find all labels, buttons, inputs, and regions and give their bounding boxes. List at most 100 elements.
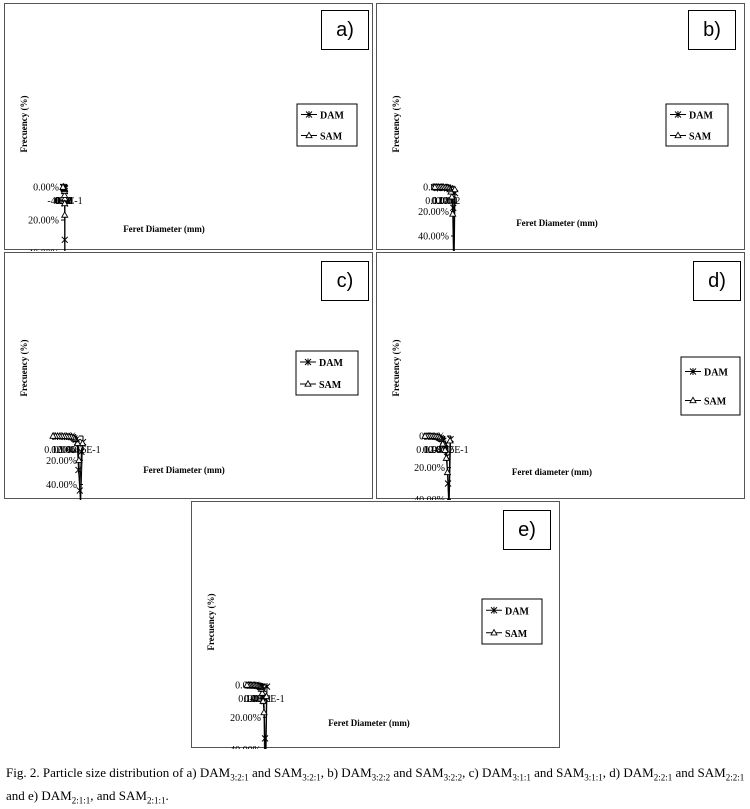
chart-d-y-axis-label: Frecuency (%): [391, 339, 401, 396]
caption-subscript: 2:2:1: [653, 772, 673, 783]
chart-d-point-sam: [447, 498, 450, 500]
chart-e-point-dam: [261, 734, 269, 742]
chart-c-point-sam: [78, 439, 87, 446]
chart-c-point-sam: [49, 431, 57, 439]
chart-b-x-tick-label: 0.12: [425, 196, 443, 207]
chart-d-y-tick-label: 40.00%: [414, 495, 445, 500]
chart-c-x-tick-label: 0.12: [44, 445, 62, 456]
chart-a-y-axis-label: Frecuency (%): [19, 95, 29, 152]
chart-c-point-dam: [75, 466, 82, 474]
chart-c-y-tick-label: 20.00%: [46, 456, 77, 467]
chart-a-legend-box: [296, 103, 358, 147]
chart-c-x-tick-label: 0.02: [67, 445, 85, 456]
chart-d-legend-label: SAM: [704, 397, 727, 408]
chart-c-point-dam: [78, 448, 85, 456]
chart-d-x-tick-label: 0.12: [416, 445, 434, 456]
chart-b-legend-marker: [674, 131, 682, 139]
chart-d-point-sam: [446, 436, 454, 444]
chart-d-x-tick-label: 0.04: [432, 445, 450, 456]
caption-subscript: 3:2:1: [302, 772, 321, 783]
chart-b-point-sam: [448, 209, 457, 217]
chart-b-x-tick-label: 0.06: [436, 196, 454, 207]
caption-text: .: [165, 787, 169, 803]
chart-c-legend-label: SAM: [319, 380, 342, 391]
caption-text: and SAM: [248, 765, 303, 780]
chart-c-x-tick-label: 0.08: [53, 445, 71, 456]
chart-c-point-sam: [75, 456, 83, 463]
chart-panel-c: 0.00%20.00%40.00%60.00%80.00%-4.16E-10.0…: [4, 252, 373, 500]
caption-text: , and SAM: [90, 787, 147, 803]
caption-subscript: 3:1:1: [512, 772, 531, 783]
chart-b-x-tick-label: 0.08: [432, 196, 450, 207]
panel-label-c: c): [321, 261, 369, 301]
chart-d-point-sam: [443, 468, 452, 476]
chart-b-point-sam: [448, 192, 456, 200]
chart-panel-e: 0.00%20.00%40.00%60.00%-4.16E-10.020.040…: [191, 501, 560, 749]
chart-c-x-tick-label: 0.04: [62, 445, 80, 456]
chart-d-point-sam: [442, 454, 451, 461]
chart-e-x-axis-label: Feret Diameter (mm): [328, 718, 410, 728]
chart-panel-d: 0.00%20.00%40.00%60.00%-4.16E-10.020.040…: [376, 252, 745, 500]
chart-e-x-tick-label: 0.06: [247, 694, 265, 705]
panel-label-a: a): [321, 10, 369, 50]
chart-c-legend-box: [295, 350, 359, 396]
chart-c-legend: DAM SAM: [295, 350, 359, 396]
chart-b-legend-box: [665, 103, 729, 147]
chart-c-series-sam: [49, 431, 87, 500]
chart-d-legend-marker: [689, 368, 697, 375]
figure-caption: Fig. 2. Particle size distribution of a)…: [6, 764, 746, 809]
chart-d-x-tick-label: -4.16E-1: [433, 445, 468, 456]
caption-text: , b) DAM: [320, 765, 372, 780]
chart-e-x-tick-label: 0.04: [250, 694, 268, 705]
chart-e-legend-marker: [490, 606, 498, 614]
chart-a-point-sam: [60, 199, 69, 207]
chart-a-svg: 0.00%20.00%40.00%60.00%-4.16E-10.020.040…: [19, 95, 358, 251]
chart-d-x-tick-label: 0.08: [424, 445, 442, 456]
chart-e-point-sam: [258, 688, 267, 696]
chart-a-x-axis-label: Feret Diameter (mm): [123, 224, 205, 234]
panel-label-e: e): [503, 510, 551, 550]
caption-text: and SAM: [672, 765, 726, 780]
chart-e-legend-label: SAM: [505, 629, 528, 640]
chart-d-x-tick-label: 0.1: [423, 445, 436, 456]
chart-e-x-tick-label: 0.12: [238, 694, 256, 705]
chart-c-point-sam: [73, 439, 82, 446]
chart-panel-b: 0.00%20.00%40.00%60.00%80.00%00.020.040.…: [376, 3, 745, 251]
chart-e-y-tick-label: 40.00%: [230, 745, 261, 749]
chart-b-point-sam: [431, 182, 439, 190]
chart-c-x-tick-label: 0.06: [58, 445, 76, 456]
chart-e-point-sam: [262, 692, 271, 699]
chart-e-legend-label: DAM: [505, 606, 529, 617]
caption-text: and SAM: [530, 765, 585, 780]
chart-b-point-dam: [449, 204, 457, 212]
chart-b-y-tick-label: 20.00%: [418, 207, 449, 218]
panel-label-b: b): [688, 10, 736, 50]
chart-a-point-sam: [59, 183, 67, 190]
chart-d-point-sam: [438, 439, 447, 447]
chart-b-legend-label: DAM: [689, 111, 713, 122]
caption-subscript: 2:1:1: [146, 795, 166, 806]
chart-e-y-axis-label: Frecuency (%): [206, 593, 216, 650]
chart-a-legend-marker: [305, 131, 313, 139]
chart-d-point-sam: [441, 446, 449, 453]
caption-text: Fig. 2. Particle size distribution of a): [6, 765, 200, 780]
chart-a-y-tick-label: 20.00%: [28, 216, 59, 227]
chart-d-y-tick-label: 20.00%: [414, 463, 445, 474]
chart-b-x-axis-label: Feret Diameter (mm): [516, 218, 598, 228]
caption-text: and e) DAM: [6, 787, 72, 803]
chart-c-legend-label: DAM: [319, 358, 343, 369]
chart-b-point-sam: [451, 185, 459, 193]
chart-b-x-tick-label: 0.1: [431, 196, 444, 207]
chart-d-legend-marker: [689, 396, 697, 404]
caption-subscript: 2:1:1: [71, 795, 91, 806]
chart-d-legend: DAM SAM: [680, 356, 741, 416]
chart-e-point-sam: [259, 697, 267, 704]
chart-c-x-tick-label: 0.1: [51, 445, 64, 456]
chart-a-series-sam: [59, 183, 69, 251]
caption-subscript: 3:2:2: [443, 772, 463, 783]
chart-a-legend-label: SAM: [320, 132, 343, 143]
chart-c-y-tick-label: 40.00%: [46, 480, 77, 491]
chart-a-point-sam: [60, 191, 69, 198]
chart-panel-a: 0.00%20.00%40.00%60.00%-4.16E-10.020.040…: [4, 3, 373, 251]
caption-subscript: 3:2:2: [371, 772, 391, 783]
